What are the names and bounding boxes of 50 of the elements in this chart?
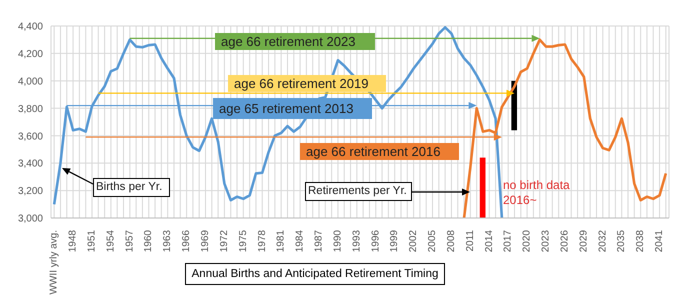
annotation: Retirements per Yr. [305, 182, 412, 201]
x-tick-label: 1999 [389, 230, 400, 252]
x-tick-label: 1972 [218, 230, 230, 252]
x-tick-label: 1984 [294, 230, 306, 252]
x-tick-label: 2008 [446, 230, 457, 252]
x-tick-label: 1981 [276, 230, 287, 252]
y-tick-label: 4,200 [18, 48, 44, 60]
x-tick-label: 2017 [502, 230, 514, 252]
x-tick-label: 1966 [181, 230, 192, 252]
x-tick-label: 1978 [256, 230, 268, 252]
x-tick-label: 1951 [86, 230, 98, 252]
x-tick-label: 1996 [370, 230, 382, 252]
x-tick-label: 2002 [408, 230, 420, 252]
text: Annual Births and Anticipated Retirement Timing [185, 263, 445, 285]
y-tick-label: 3,200 [18, 186, 44, 198]
x-tick-label: 2023 [540, 230, 552, 252]
x-tick-label: 1975 [238, 230, 249, 252]
x-tick-label: 2032 [597, 230, 608, 252]
annotation: age 65 retirement 2013 [213, 98, 372, 119]
x-tick-label: 2020 [522, 230, 533, 252]
x-tick-label: 1990 [332, 230, 344, 252]
annotation: age 66 retirement 2023 [215, 33, 375, 50]
x-tick-label: 2011 [464, 230, 476, 252]
x-tick-label: 2038 [635, 230, 646, 252]
x-tick-label: 2035 [616, 230, 628, 252]
x-tick-label: 2014 [484, 230, 495, 252]
x-tick-label: 1948 [68, 230, 79, 252]
x-tick-label: 1954 [105, 230, 116, 252]
y-tick-label: 3,000 [18, 214, 44, 225]
x-tick-label: 1987 [314, 230, 325, 252]
x-tick-label: 2026 [559, 230, 570, 252]
x-tick-label: 1960 [143, 230, 154, 252]
x-tick-label: 2029 [578, 230, 590, 252]
y-tick-label: 4,000 [18, 76, 44, 88]
annotation: no birth data 2016~ [503, 178, 571, 208]
x-tick-label: WWII yrly avg. [48, 230, 60, 294]
y-tick-label: 4,400 [18, 22, 44, 33]
x-tick-label: 1957 [124, 230, 136, 252]
annotation: age 66 retirement 2016 [300, 143, 459, 160]
annotation: Births per Yr. [93, 178, 170, 197]
x-tick-label: 1963 [162, 230, 174, 252]
y-tick-label: 3,800 [18, 104, 44, 115]
y-tick-label: 3,600 [18, 131, 44, 142]
line-series [52, 26, 504, 218]
y-tick-label: 3,400 [18, 158, 44, 170]
annotation: age 66 retirement 2019 [228, 75, 386, 92]
x-tick-label: 2005 [427, 230, 438, 252]
x-tick-label: 1969 [200, 230, 211, 252]
x-tick-label: 2041 [654, 230, 666, 252]
x-tick-label: 1993 [351, 230, 362, 252]
